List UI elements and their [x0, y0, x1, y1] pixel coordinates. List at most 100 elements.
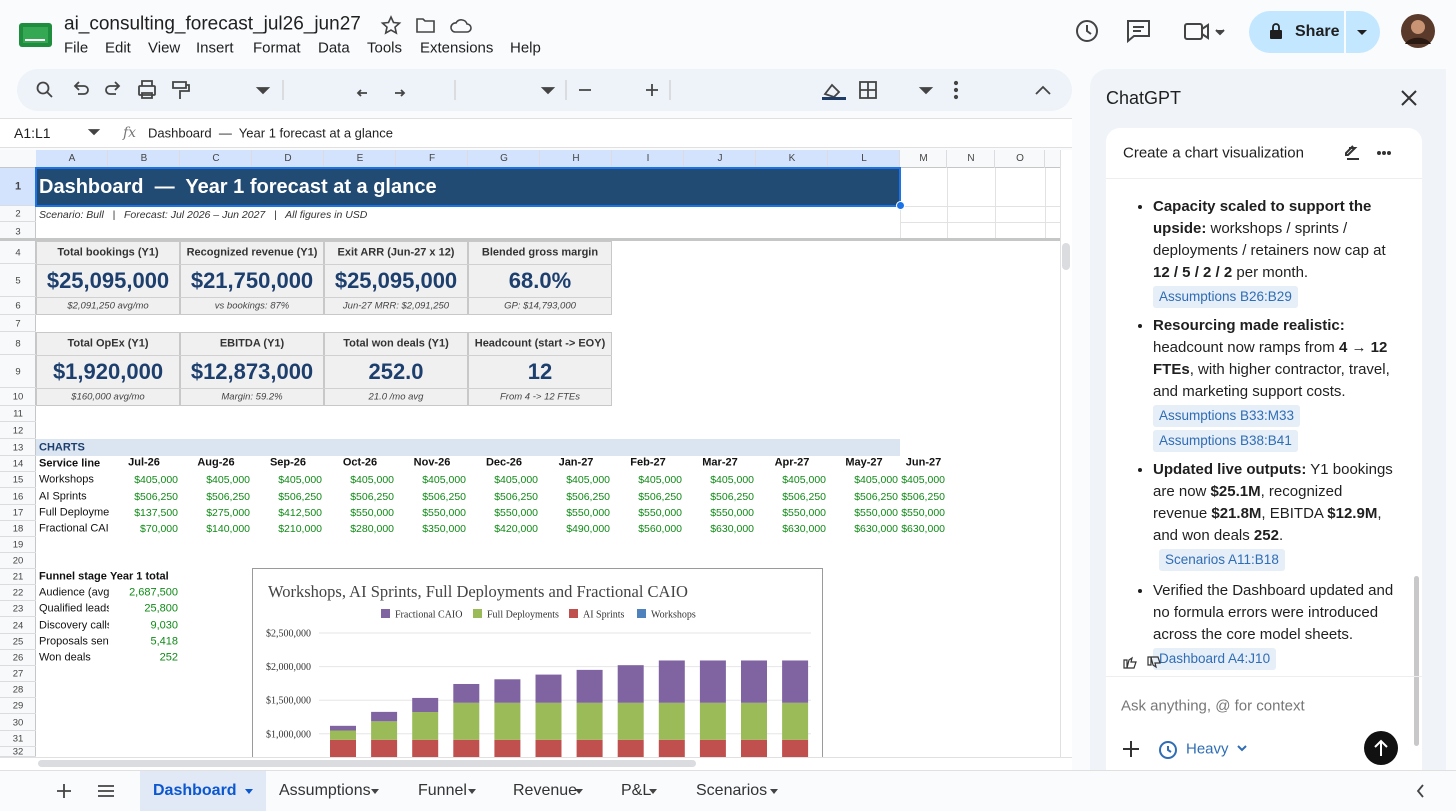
row-number[interactable]: 3	[15, 225, 21, 237]
column-letter[interactable]: D	[284, 153, 292, 164]
menu-item[interactable]: File	[64, 39, 89, 57]
row-number[interactable]: 4	[15, 246, 21, 258]
sheet-tab[interactable]: Dashboard	[153, 782, 237, 799]
cloud-icon[interactable]	[450, 19, 472, 33]
tab-caret	[575, 789, 583, 794]
sheet-tab[interactable]: Scenarios	[696, 782, 768, 799]
column-letter[interactable]: C	[212, 153, 220, 164]
toolbar-dec-decrease[interactable]: .0	[365, 78, 377, 92]
folder-icon[interactable]	[416, 18, 435, 33]
menu-item[interactable]: Insert	[196, 39, 234, 57]
row-number[interactable]: 29	[12, 700, 24, 712]
toolbar-currency[interactable]: $	[297, 82, 305, 98]
column-letter[interactable]: G	[500, 153, 508, 164]
kpi-label: Headcount (start -> EOY)	[474, 337, 606, 349]
row-number[interactable]: 12	[12, 424, 24, 436]
font-size[interactable]: 18	[610, 81, 628, 99]
row-number[interactable]: 6	[15, 300, 21, 312]
row-number[interactable]: 30	[12, 716, 24, 728]
row-number[interactable]: 7	[15, 317, 21, 329]
column-letter[interactable]: E	[356, 153, 364, 164]
column-letter[interactable]: B	[140, 153, 148, 164]
avatar[interactable]	[1401, 14, 1435, 48]
toolbar-italic[interactable]: I	[718, 79, 726, 100]
column-letter[interactable]: I	[646, 153, 650, 164]
sheet-tab[interactable]: P&L	[621, 782, 652, 799]
meet-icon[interactable]	[1184, 23, 1225, 40]
row-number[interactable]: 1	[14, 180, 22, 193]
service-value: $140,000	[206, 522, 250, 535]
menu-item[interactable]: Tools	[367, 39, 403, 57]
row-number[interactable]: 9	[15, 365, 21, 377]
toolbar-font[interactable]: Arial	[473, 81, 506, 98]
column-letter[interactable]: L	[861, 153, 867, 164]
row-number[interactable]: 8	[15, 337, 21, 349]
toolbar-strike[interactable]: S	[750, 81, 762, 98]
sheet-tab[interactable]: Funnel	[418, 782, 467, 799]
column-letter[interactable]: J	[717, 153, 723, 164]
menu-item[interactable]: Data	[318, 39, 350, 57]
column-letter[interactable]: O	[1016, 153, 1024, 164]
row-number[interactable]: 23	[12, 603, 24, 615]
comment-icon[interactable]	[1127, 20, 1150, 44]
mode-selector[interactable]: Heavy	[1186, 740, 1229, 758]
toolbar-zoom[interactable]: 75%	[205, 81, 237, 99]
toolbar-text-color[interactable]: A	[784, 81, 796, 99]
row-number[interactable]: 31	[12, 733, 24, 745]
row-header-cell	[0, 422, 36, 439]
sheet-tab[interactable]: Revenue	[513, 782, 578, 799]
row-number[interactable]: 28	[12, 684, 24, 696]
name-box[interactable]: A1:L1	[14, 125, 51, 141]
reference-chip[interactable]: Assumptions B26:B29	[1153, 286, 1298, 308]
column-letter[interactable]: H	[572, 153, 580, 164]
toolbar-dec-increase[interactable]: .00	[395, 78, 413, 92]
formula-text[interactable]: Dashboard — Year 1 forecast at a glance	[148, 125, 393, 141]
history-icon[interactable]	[1076, 20, 1098, 42]
row-number[interactable]: 24	[12, 619, 24, 631]
row-number[interactable]: 5	[15, 274, 21, 286]
row-number[interactable]: 18	[12, 523, 24, 535]
column-letter[interactable]: A	[68, 153, 76, 164]
column-letter[interactable]: F	[428, 153, 436, 164]
column-letter[interactable]: N	[967, 153, 975, 164]
row-number[interactable]: 11	[13, 408, 23, 420]
column-letter[interactable]: M	[919, 153, 928, 164]
row-header-cell	[0, 297, 36, 315]
reference-chip[interactable]: Dashboard A4:J10	[1153, 648, 1277, 670]
row-number[interactable]: 32	[12, 746, 24, 758]
row-number[interactable]: 21	[12, 571, 24, 583]
row-number[interactable]: 22	[12, 587, 24, 599]
menu-item[interactable]: View	[148, 39, 181, 57]
row-number[interactable]: 26	[12, 652, 24, 664]
toolbar-percent[interactable]: %	[328, 82, 342, 98]
row-number[interactable]: 20	[12, 555, 24, 567]
row-number[interactable]: 2	[15, 208, 21, 220]
sheet-tab[interactable]: Assumptions	[279, 782, 371, 799]
reference-chip[interactable]: Assumptions B38:B41	[1153, 430, 1298, 452]
menu-item[interactable]: Extensions	[420, 39, 494, 57]
reference-chip[interactable]: Assumptions B33:M33	[1153, 405, 1301, 427]
row-number[interactable]: 16	[12, 490, 24, 502]
star-icon[interactable]	[380, 15, 402, 35]
row-number[interactable]: 15	[12, 474, 24, 486]
sheets-logo[interactable]	[19, 23, 52, 47]
row-number[interactable]: 10	[12, 391, 24, 403]
row-number[interactable]: 17	[12, 507, 24, 519]
row-number[interactable]: 19	[12, 539, 24, 551]
reference-chip[interactable]: Scenarios A11:B18	[1159, 549, 1285, 571]
menu-item[interactable]: Format	[253, 39, 301, 57]
doc-title[interactable]: ai_consulting_forecast_jul26_jun27	[64, 13, 361, 35]
toolbar-bold[interactable]: B	[683, 81, 695, 98]
menu-item[interactable]: Help	[510, 39, 541, 57]
row-number[interactable]: 27	[12, 668, 24, 680]
row-number[interactable]: 25	[12, 636, 24, 648]
share-label[interactable]: Share	[1295, 23, 1340, 40]
chat-input[interactable]: Ask anything, @ for context	[1121, 697, 1305, 715]
row-number[interactable]: 13	[12, 441, 24, 453]
row-number[interactable]: 14	[12, 458, 24, 470]
kpi-card	[36, 332, 180, 406]
menu-item[interactable]: Edit	[105, 39, 131, 57]
column-letter[interactable]: K	[788, 153, 796, 164]
toolbar-number-format[interactable]: 123	[425, 82, 447, 98]
